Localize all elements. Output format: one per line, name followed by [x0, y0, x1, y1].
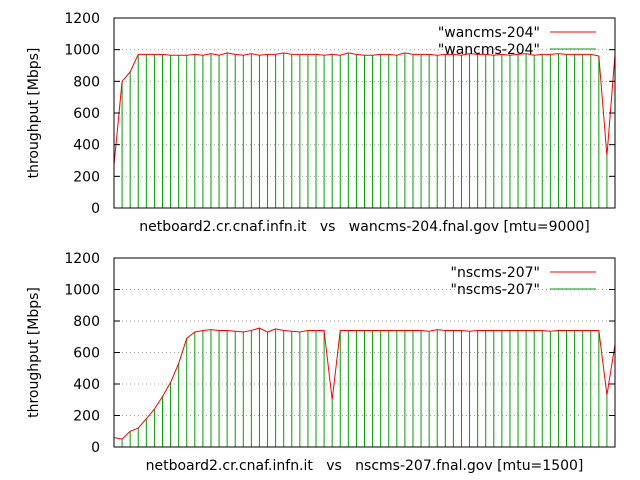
y-tick-label: 800 [73, 74, 100, 90]
legend: "nscms-207""nscms-207" [451, 265, 596, 298]
legend-label: "wancms-204" [438, 42, 540, 58]
impulse-series [121, 52, 608, 208]
y-axis-ticks: 0 200 400 600 800 1000 1200 [64, 11, 615, 217]
y-tick-label: 600 [73, 346, 100, 362]
y-tick-label: 600 [73, 106, 100, 122]
line-series [113, 52, 616, 166]
impulse-series [121, 328, 608, 447]
y-axis-ticks: 0 200 400 600 800 1000 1200 [64, 251, 615, 456]
y-tick-label: 1200 [64, 251, 100, 267]
y-tick-label: 400 [73, 377, 100, 393]
y-tick-label: 0 [91, 440, 100, 456]
y-tick-label: 1000 [64, 283, 100, 299]
y-tick-label: 200 [73, 409, 100, 425]
x-axis-label: netboard2.cr.cnaf.infn.it vs nscms-207.f… [146, 458, 584, 474]
y-tick-label: 800 [73, 314, 100, 330]
x-axis-label: netboard2.cr.cnaf.infn.it vs wancms-204.… [139, 219, 590, 235]
y-tick-label: 1200 [64, 11, 100, 27]
legend-label: "nscms-207" [451, 265, 540, 281]
y-tick-label: 200 [73, 169, 100, 185]
legend: "wancms-204""wancms-204" [438, 25, 596, 58]
y-tick-label: 400 [73, 138, 100, 154]
y-tick-label: 0 [91, 201, 100, 217]
y-axis-label: throughput [Mbps] [26, 48, 42, 179]
line-series [113, 327, 616, 440]
y-tick-label: 1000 [64, 43, 100, 59]
legend-label: "wancms-204" [438, 25, 540, 41]
y-axis-label: throughput [Mbps] [26, 287, 42, 418]
legend-label: "nscms-207" [451, 282, 540, 298]
